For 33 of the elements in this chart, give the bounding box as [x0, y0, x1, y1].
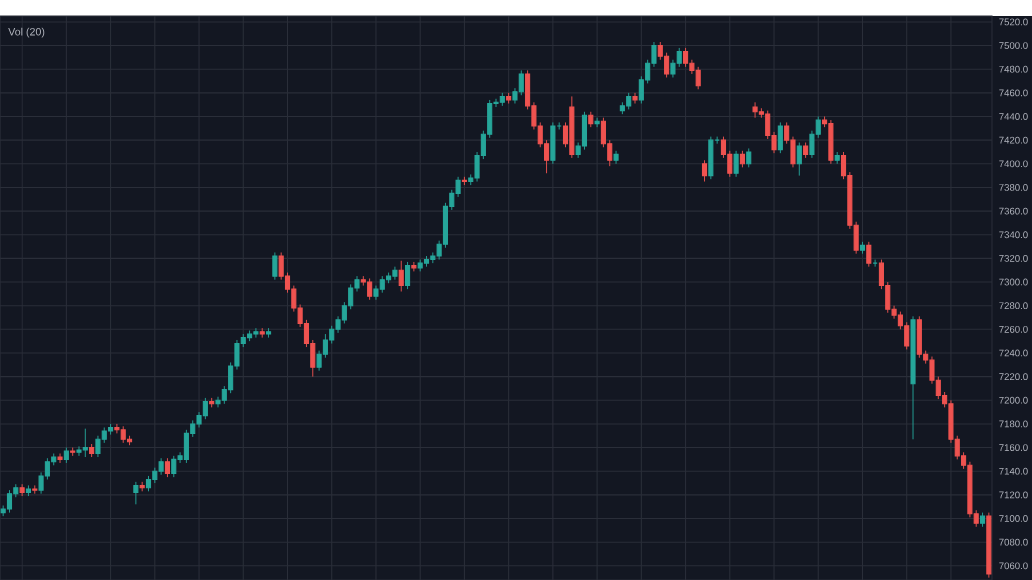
candlestick [550, 121, 556, 165]
candlestick [6, 489, 13, 514]
candlestick [133, 481, 139, 505]
candlestick [164, 457, 171, 478]
candlestick [367, 278, 373, 301]
candlestick [777, 121, 783, 154]
candlestick [708, 136, 714, 180]
candlestick [202, 397, 208, 420]
candlestick [594, 117, 600, 128]
candlestick [569, 95, 575, 159]
candlestick [695, 66, 701, 90]
candlestick [82, 428, 88, 458]
candlestick [518, 69, 524, 96]
candlestick [916, 315, 922, 359]
candlestick [398, 260, 404, 292]
candlestick [272, 252, 278, 281]
candlestick [404, 261, 411, 290]
candlestick [752, 101, 758, 119]
candlestick [746, 147, 752, 168]
candlestick [392, 266, 398, 281]
candlestick [733, 150, 739, 178]
candlestick [171, 455, 177, 478]
candlestick [581, 111, 588, 151]
candlestick [632, 92, 638, 104]
candlestick [613, 150, 619, 165]
candlestick [95, 435, 101, 458]
candlestick [866, 241, 872, 268]
candlestick [253, 327, 259, 339]
candlestick [796, 142, 802, 177]
candlestick [828, 119, 834, 165]
candlestick [701, 159, 708, 183]
candlestick [683, 47, 689, 68]
candlestick [19, 483, 25, 497]
